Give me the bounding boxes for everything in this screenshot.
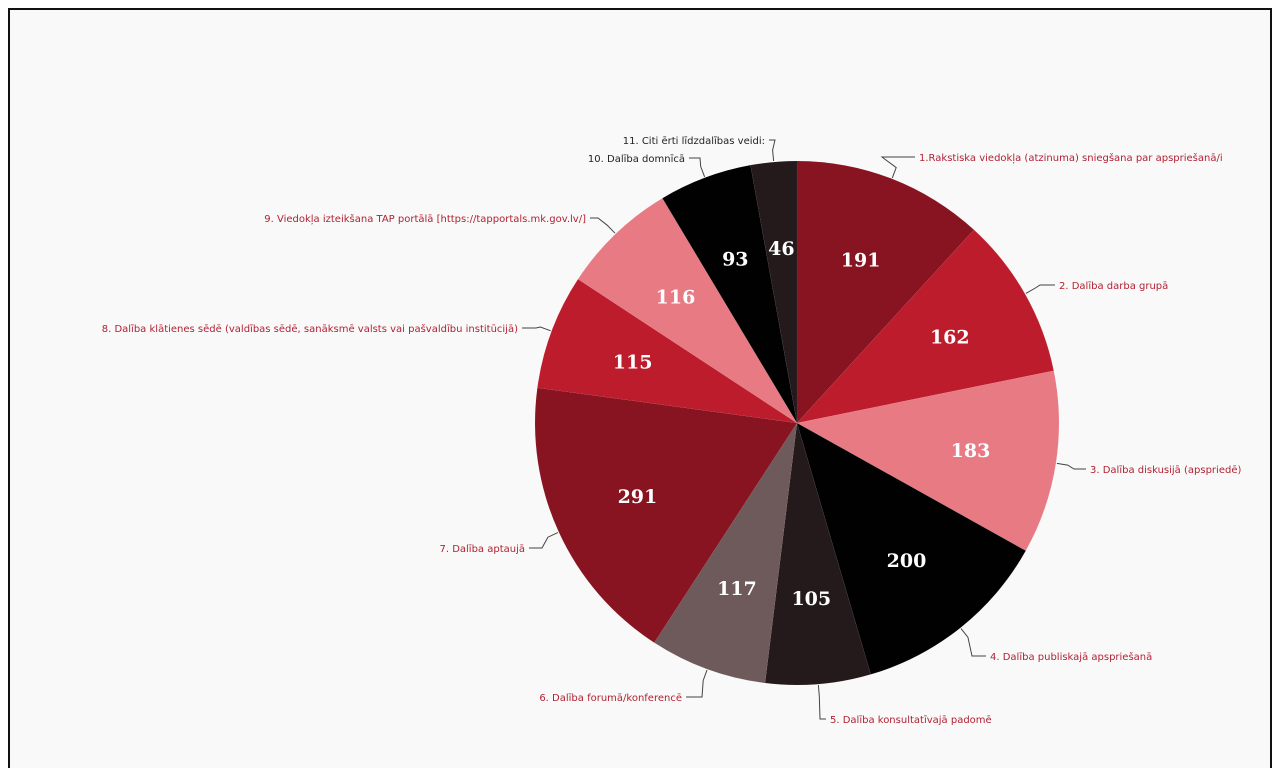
slice-category-label-5: 5. Dalība konsultatīvajā padomē <box>830 715 992 726</box>
chart-frame: 191 162 183 200 105 117 291 115 116 93 46 1.Raksti… <box>8 8 1272 768</box>
pie-leader-lines <box>522 139 1086 720</box>
slice-value-label-7: 291 <box>618 486 658 508</box>
slice-category-label-1: 1.Rakstiska viedokļa (atzinuma) sniegšan… <box>919 152 1223 164</box>
slice-category-label-3: 3. Dalība diskusijā (apspriedē) <box>1090 465 1241 476</box>
slice-category-label-11: 11. Citi ērti līdzdalības veidi: <box>623 136 765 147</box>
pie-slice-9[interactable] <box>577 197 798 424</box>
pie-slice-8[interactable] <box>537 278 798 424</box>
slice-category-label-6: 6. Dalība forumā/konferencē <box>539 693 682 704</box>
leader-line-1 <box>880 156 915 179</box>
slice-category-label-2: 2. Dalība darba grupā <box>1059 281 1168 292</box>
pie-slices <box>534 160 1060 686</box>
pie-slice-1[interactable] <box>796 160 975 424</box>
slice-value-label-8: 115 <box>613 352 653 374</box>
pie-slice-6[interactable] <box>653 422 798 684</box>
slice-value-label-3: 183 <box>951 440 991 462</box>
pie-slice-3[interactable] <box>796 370 1060 552</box>
leader-line-3 <box>1056 462 1086 470</box>
slice-value-label-10: 93 <box>722 249 748 271</box>
slice-category-label-10: 10. Dalība domnīcā <box>588 154 685 165</box>
slice-category-label-7: 7. Dalība aptaujā <box>439 544 525 555</box>
pie-slice-10[interactable] <box>662 164 798 424</box>
leader-line-8 <box>522 326 551 332</box>
pie-slice-11[interactable] <box>750 160 798 424</box>
slice-value-label-2: 162 <box>930 327 970 349</box>
pie-chart: 191 162 183 200 105 117 291 115 116 93 46 1.Raksti… <box>102 136 1242 726</box>
slice-value-label-5: 105 <box>791 588 831 610</box>
leader-line-4 <box>960 628 986 657</box>
pie-slice-7[interactable] <box>534 387 798 644</box>
leader-line-11 <box>769 139 776 162</box>
leader-line-10 <box>689 157 706 177</box>
leader-line-5 <box>817 685 826 720</box>
leader-line-7 <box>529 532 559 549</box>
slice-value-label-4: 200 <box>887 550 927 572</box>
slice-category-label-8: 8. Dalība klātienes sēdē (valdības sēdē,… <box>102 323 518 335</box>
slice-value-label-11: 46 <box>768 238 794 260</box>
leader-line-2 <box>1025 284 1055 294</box>
leader-line-9 <box>590 217 616 234</box>
pie-slice-5[interactable] <box>764 422 872 686</box>
slice-value-label-1: 191 <box>841 249 881 271</box>
slice-category-label-4: 4. Dalība publiskajā apspriešanā <box>990 651 1152 663</box>
slice-category-label-9: 9. Viedokļa izteikšana TAP portālā [http… <box>264 213 586 225</box>
leader-line-6 <box>686 669 708 698</box>
slice-value-label-6: 117 <box>717 578 757 600</box>
pie-slice-2[interactable] <box>796 229 1055 424</box>
pie-value-labels: 191 162 183 200 105 117 291 115 116 93 46 <box>613 238 991 610</box>
pie-category-labels: 1.Rakstiska viedokļa (atzinuma) sniegšan… <box>102 136 1242 726</box>
slice-value-label-9: 116 <box>656 286 696 308</box>
pie-slice-4[interactable] <box>796 422 1027 675</box>
